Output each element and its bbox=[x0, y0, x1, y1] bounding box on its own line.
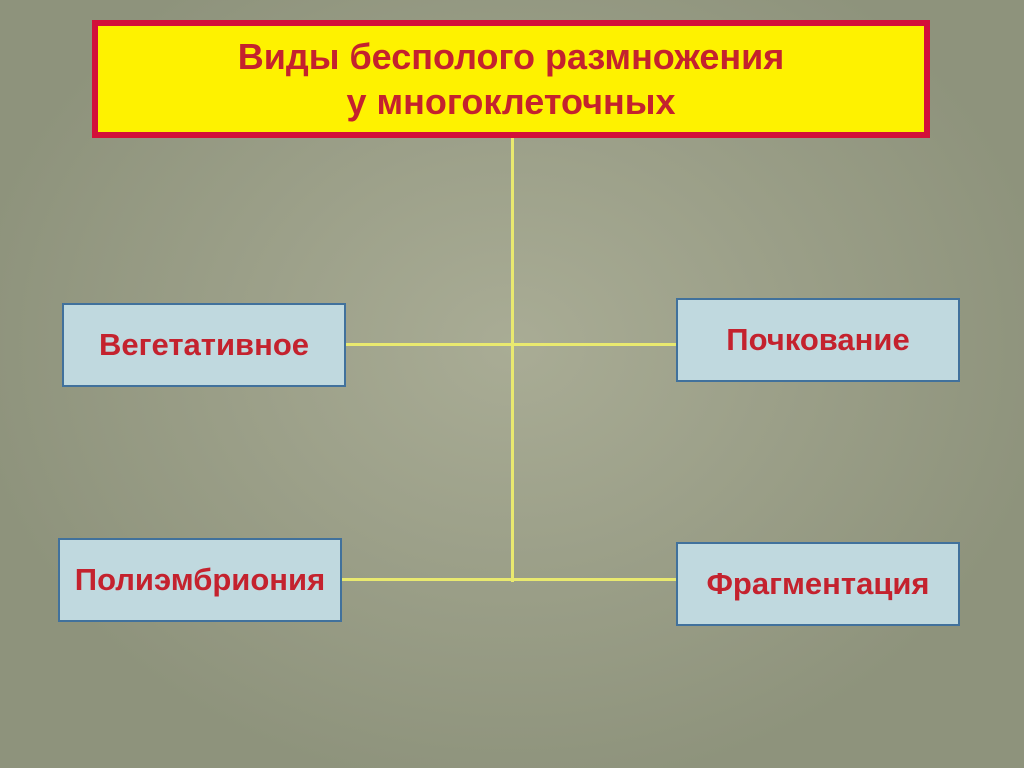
title-line-1: Виды бесполого размножения bbox=[238, 34, 785, 79]
title-box: Виды бесполого размножения у многоклеточ… bbox=[92, 20, 930, 138]
node-fragmentation: Фрагментация bbox=[676, 542, 960, 626]
node-fragmentation-label: Фрагментация bbox=[706, 566, 929, 602]
connector-lower-cross bbox=[340, 578, 683, 581]
node-budding: Почкование bbox=[676, 298, 960, 382]
connector-trunk bbox=[511, 138, 514, 582]
connector-upper-cross bbox=[340, 343, 683, 346]
node-budding-label: Почкование bbox=[726, 322, 909, 358]
title-line-2: у многоклеточных bbox=[347, 79, 676, 124]
node-vegetative-label: Вегетативное bbox=[99, 327, 309, 363]
node-polyembryony: Полиэмбриония bbox=[58, 538, 342, 622]
node-polyembryony-label: Полиэмбриония bbox=[75, 562, 325, 598]
node-vegetative: Вегетативное bbox=[62, 303, 346, 387]
